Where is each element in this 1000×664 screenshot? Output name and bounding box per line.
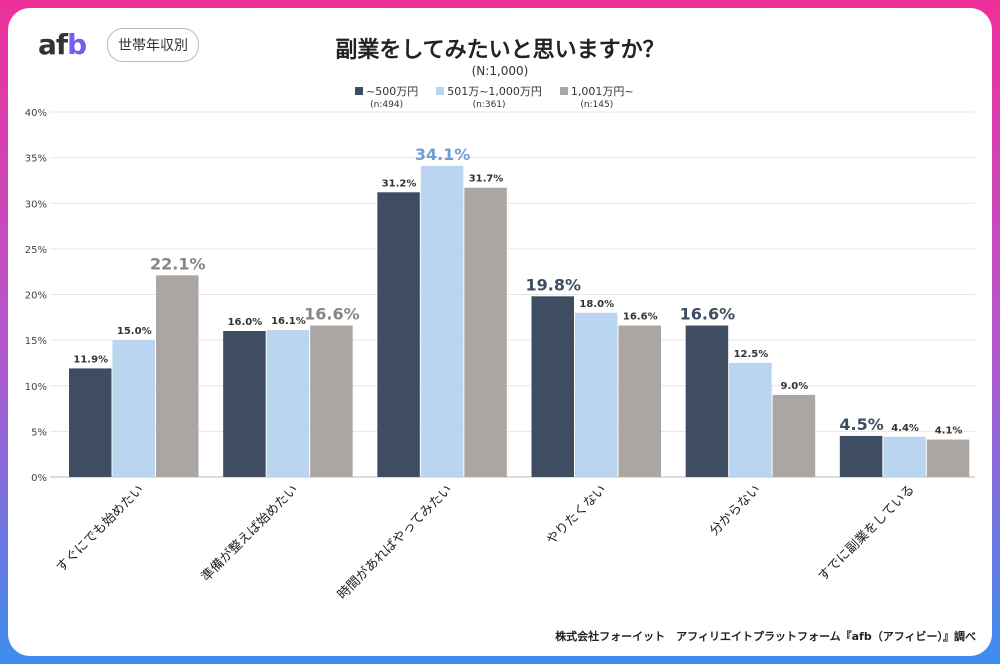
bar — [839, 435, 883, 477]
x-tick-label: 時間があればやってみたい — [335, 482, 455, 602]
bar — [266, 330, 310, 477]
data-label: 19.8% — [525, 275, 581, 294]
data-label: 11.9% — [73, 354, 108, 365]
afb-logo: afb — [38, 28, 87, 61]
bar — [69, 368, 112, 477]
data-label: 15.0% — [117, 326, 152, 337]
bar — [223, 331, 266, 477]
y-tick-label: 40% — [25, 108, 47, 119]
x-tick-label: 準備が整えば始めたい — [198, 482, 301, 585]
bar — [310, 325, 353, 477]
x-tick-label: 分からない — [707, 482, 764, 539]
legend-item: ~500万円 (n:494) — [355, 86, 418, 111]
data-label: 4.5% — [839, 415, 883, 434]
y-tick-label: 5% — [31, 427, 47, 438]
y-tick-label: 15% — [25, 336, 47, 347]
y-tick-label: 10% — [25, 382, 47, 393]
data-label: 31.2% — [382, 178, 417, 189]
legend-item: 1,001万円~ (n:145) — [559, 86, 634, 111]
data-label: 16.6% — [304, 305, 360, 324]
bar — [883, 436, 926, 477]
chart-title: 副業をしてみたいと思いますか？ — [335, 38, 665, 63]
bar — [420, 165, 464, 477]
bar — [618, 325, 661, 477]
data-label: 16.6% — [680, 305, 736, 324]
x-tick-label: すぐにでも始めたい — [54, 482, 147, 575]
legend: ~500万円 (n:494) 501万~1,000万円 (n:361) 1,001万… — [355, 86, 634, 111]
data-label: 9.0% — [781, 381, 809, 392]
y-tick-label: 35% — [25, 154, 47, 165]
bar — [464, 187, 507, 478]
bar — [926, 439, 970, 477]
y-tick-label: 30% — [25, 199, 47, 210]
chart-subtitle: (N:1,000) — [471, 64, 529, 78]
data-label: 16.0% — [228, 317, 263, 328]
x-tick-label: やりたくない — [544, 482, 610, 548]
data-label: 18.0% — [579, 299, 614, 310]
legend-item: 501万~1,000万円 (n:361) — [436, 86, 542, 111]
bar — [112, 340, 155, 477]
data-label: 22.1% — [150, 254, 206, 273]
y-tick-label: 25% — [25, 245, 47, 256]
bar — [531, 296, 574, 477]
data-label: 16.1% — [271, 316, 306, 327]
data-label: 16.6% — [623, 312, 658, 323]
data-label: 31.7% — [469, 174, 504, 185]
bar — [729, 362, 772, 477]
data-label: 4.1% — [935, 426, 963, 437]
y-tick-label: 20% — [25, 291, 47, 302]
data-label: 34.1% — [415, 145, 471, 164]
data-label: 12.5% — [734, 349, 769, 360]
bar — [772, 394, 816, 477]
x-tick-label: すでに副業をしている — [815, 482, 918, 585]
bar — [377, 192, 420, 478]
category-tag: 世帯年収別 — [107, 28, 199, 62]
bar — [156, 275, 199, 477]
bar — [575, 312, 618, 477]
y-tick-label: 0% — [31, 473, 47, 484]
bar — [685, 325, 729, 477]
source-note: 株式会社フォーイット アフィリエイトプラットフォーム『afb（アフィビー）』調べ — [555, 630, 976, 643]
data-label: 4.4% — [891, 423, 919, 434]
